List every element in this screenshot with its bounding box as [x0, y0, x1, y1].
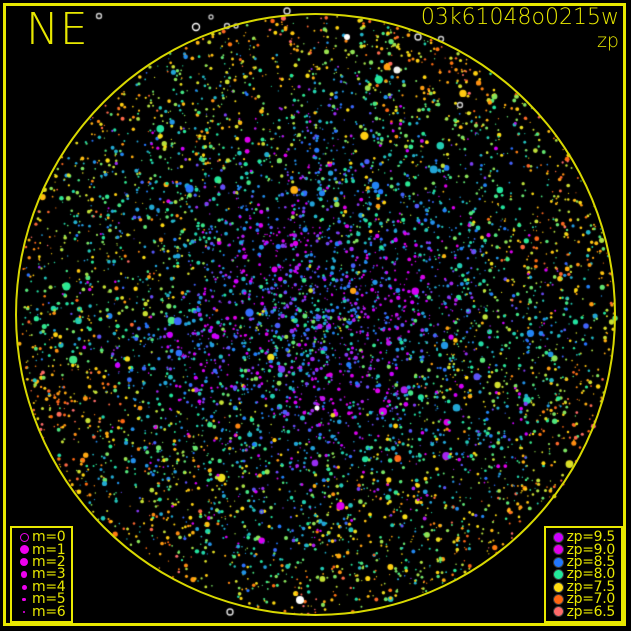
magnitude-legend-row: m=5 — [16, 591, 66, 608]
magnitude-legend-label: m=1 — [32, 541, 66, 558]
zp-legend-row: zp=6.5 — [551, 603, 616, 620]
direction-label-ne: NE — [26, 4, 89, 55]
magnitude-legend-row: m=3 — [16, 566, 66, 583]
magnitude-dot-icon — [16, 610, 32, 614]
magnitude-legend-row: m=6 — [16, 603, 66, 620]
zp-color-swatch-icon — [551, 556, 567, 568]
magnitude-legend-row: m=1 — [16, 541, 66, 558]
magnitude-legend: m=0 m=1 m=2 m=3 m=4 m=5 m=6 — [10, 526, 74, 623]
zp-legend-row: zp=8.5 — [551, 554, 616, 571]
zp-legend-label: zp=7.5 — [566, 578, 616, 595]
magnitude-dot-icon — [16, 584, 32, 590]
magnitude-legend-row: m=2 — [16, 554, 66, 571]
magnitude-dot-icon — [16, 545, 32, 555]
zp-legend-row: zp=9.0 — [551, 541, 616, 558]
magnitude-dot-icon — [16, 571, 32, 578]
zp-color-swatch-icon — [551, 581, 567, 593]
zp-legend-row: zp=7.0 — [551, 591, 616, 608]
frame-identifier: 03k61048o0215w — [420, 5, 619, 30]
zp-color-swatch-icon — [551, 606, 567, 618]
magnitude-legend-row: m=0 — [16, 529, 66, 546]
magnitude-legend-label: m=5 — [32, 591, 66, 608]
zp-color-swatch-icon — [551, 531, 567, 543]
zp-legend-row: zp=8.0 — [551, 566, 616, 583]
zp-legend-label: zp=6.5 — [566, 603, 616, 620]
zp-color-swatch-icon — [551, 593, 567, 605]
magnitude-dot-icon — [16, 597, 32, 602]
zp-color-swatch-icon — [551, 569, 567, 581]
zp-legend-label: zp=8.0 — [566, 566, 616, 583]
zp-legend-label: zp=9.0 — [566, 541, 616, 558]
magnitude-legend-row: m=4 — [16, 578, 66, 595]
magnitude-legend-label: m=2 — [32, 554, 66, 571]
zp-legend-row: zp=9.5 — [551, 529, 616, 546]
zp-legend-label: zp=9.5 — [566, 529, 616, 546]
zp-color-swatch-icon — [551, 544, 567, 556]
quantity-label: zp — [596, 30, 619, 52]
zp-legend-label: zp=7.0 — [566, 591, 616, 608]
magnitude-legend-label: m=3 — [32, 566, 66, 583]
magnitude-legend-label: m=4 — [32, 578, 66, 595]
magnitude-legend-label: m=0 — [32, 529, 66, 546]
frame-identifier-block: 03k61048o0215w zp — [420, 5, 619, 53]
zp-legend-label: zp=8.5 — [566, 554, 616, 571]
zp-legend: zp=9.5 zp=9.0 zp=8.5 zp=8.0 zp=7.5 zp=7.0 zp=6… — [543, 526, 623, 623]
magnitude-legend-label: m=6 — [32, 603, 66, 620]
magnitude-dot-icon — [16, 532, 32, 542]
zp-legend-row: zp=7.5 — [551, 578, 616, 595]
magnitude-dot-icon — [16, 558, 32, 567]
